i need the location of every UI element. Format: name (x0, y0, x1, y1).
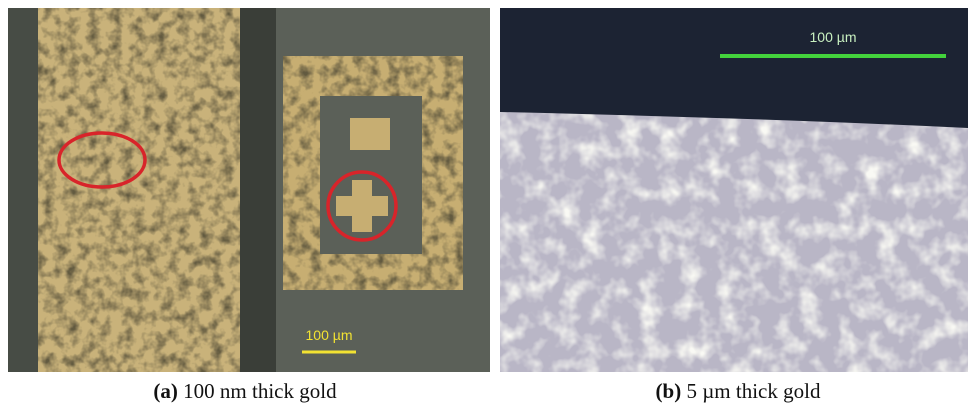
panel-label: (a) (153, 379, 178, 403)
scale-bar-label: 100 µm (810, 29, 857, 45)
gold-square (350, 118, 390, 150)
caption-text: 100 nm thick gold (183, 379, 337, 403)
figure: 100 µm 100 µm (a) 100 nm thick gold (b) … (0, 0, 976, 406)
gold-texture (38, 8, 240, 372)
panel-b: 100 µm (500, 8, 968, 372)
caption: (b) 5 µm thick gold (656, 379, 821, 403)
caption-text: 5 µm thick gold (686, 379, 821, 403)
panel-label: (b) (656, 379, 682, 403)
dark-region (500, 8, 968, 128)
caption: (a) 100 nm thick gold (153, 379, 337, 403)
shadow-band (240, 8, 276, 372)
scale-bar-label: 100 µm (306, 327, 353, 343)
panel-a: 100 µm (8, 8, 490, 372)
